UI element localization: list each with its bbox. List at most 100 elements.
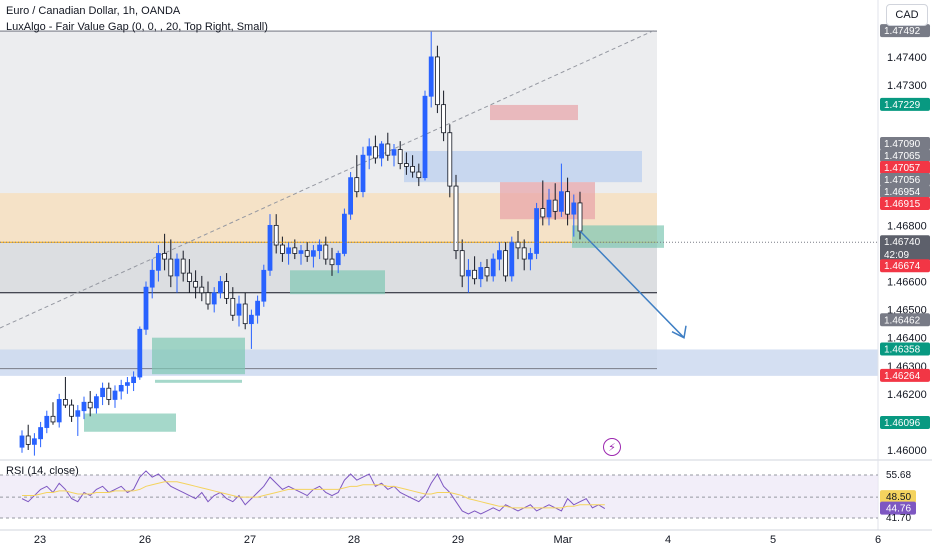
rsi-tag-label: 44.76 — [886, 504, 911, 515]
candle — [552, 183, 558, 220]
time-tick-label: Mar — [554, 534, 573, 546]
trend-line — [0, 29, 656, 329]
rsi-tag: 55.68 — [886, 470, 911, 481]
candle — [528, 247, 533, 271]
candle — [131, 371, 137, 392]
candle — [341, 208, 347, 257]
candle — [100, 382, 105, 406]
candle — [180, 250, 186, 282]
time-tick-label: 23 — [34, 534, 46, 546]
price-tag-label: 1.47056 — [884, 175, 921, 186]
price-tag: 1.46358 — [880, 342, 930, 356]
candle — [366, 138, 372, 170]
candle — [509, 236, 515, 282]
candle — [447, 124, 453, 198]
time-tick-label: 6 — [875, 534, 881, 546]
candle — [224, 273, 230, 304]
price-tag: 1.46096 — [880, 416, 930, 430]
fvg-bullish-box — [290, 270, 385, 295]
rsi-tag: 44.76 — [880, 501, 916, 515]
candle — [32, 433, 37, 456]
candle — [348, 172, 354, 220]
price-tag-label: 1.46358 — [884, 344, 921, 355]
candle — [242, 292, 248, 330]
candle — [75, 405, 81, 436]
time-tick-label: 28 — [348, 534, 360, 546]
lightning-icon[interactable]: ⚡ — [603, 438, 621, 456]
candle — [255, 295, 261, 324]
candle — [298, 245, 304, 265]
candle — [87, 391, 93, 417]
price-tag-countdown: 42:09 — [884, 250, 909, 261]
price-tag-label: 1.46462 — [884, 315, 921, 326]
candle — [56, 393, 62, 428]
price-tag-label: 1.46096 — [884, 418, 921, 429]
price-tag: 1.47056 — [880, 172, 930, 186]
price-tag: 1.47090 — [880, 136, 930, 150]
fvg-bullish-box — [155, 379, 242, 383]
candle — [143, 281, 149, 335]
candle — [391, 143, 397, 167]
candle — [25, 424, 31, 450]
price-tick-label: 1.46400 — [887, 333, 927, 345]
rsi-tag-label: 48.50 — [886, 492, 911, 503]
candle — [211, 287, 217, 313]
candle — [478, 261, 484, 288]
candle — [286, 242, 292, 265]
price-tick-label: 1.46800 — [887, 220, 927, 232]
price-tag: 1.46915 — [880, 196, 930, 210]
fvg-bearish-box — [490, 104, 578, 121]
candle — [540, 180, 546, 226]
price-tick-label: 1.47300 — [887, 80, 927, 92]
candle — [267, 214, 273, 276]
rsi-tag: 48.50 — [880, 490, 916, 504]
candle — [261, 264, 267, 307]
candle — [521, 239, 527, 271]
demand-zone — [0, 349, 878, 376]
price-tag: 1.46674 — [880, 259, 930, 273]
candle — [385, 132, 391, 161]
candle — [490, 253, 496, 282]
candle — [273, 214, 279, 254]
rsi-tag: 41.70 — [886, 513, 911, 524]
candle — [571, 194, 577, 237]
candle — [317, 239, 323, 260]
time-tick-label: 27 — [244, 534, 256, 546]
price-tag-label: 1.47492 — [884, 26, 921, 37]
candle — [428, 31, 434, 108]
candle — [329, 247, 335, 276]
time-tick-label: 5 — [770, 534, 776, 546]
candle — [559, 163, 564, 217]
candle — [434, 45, 440, 114]
candle — [310, 245, 316, 268]
candle — [472, 256, 478, 285]
candle — [416, 163, 422, 187]
candle — [372, 135, 378, 164]
candle — [379, 141, 385, 167]
candle — [112, 385, 118, 408]
price-tick-label: 1.46600 — [887, 277, 927, 289]
candle — [94, 393, 99, 414]
candle — [304, 242, 310, 262]
candle — [410, 155, 416, 178]
price-tag: 1.46462 — [880, 313, 930, 327]
price-tag: 1.46954 — [880, 184, 930, 198]
rsi-label: RSI (14, close) — [6, 465, 79, 477]
price-tag: 1.46264 — [880, 368, 930, 382]
candle — [162, 233, 168, 271]
candle — [534, 202, 539, 260]
time-tick-label: 4 — [665, 534, 671, 546]
price-tag: 1.47229 — [880, 97, 930, 111]
candle — [106, 382, 112, 406]
candle — [69, 399, 74, 422]
candle — [205, 281, 211, 310]
price-tag-label: 1.47065 — [884, 151, 921, 162]
candle — [496, 242, 502, 271]
candle — [335, 250, 341, 274]
candle — [63, 377, 68, 408]
candle — [565, 177, 570, 226]
candle — [503, 242, 509, 282]
price-tag: 1.47057 — [880, 160, 930, 174]
currency-button[interactable]: CAD — [886, 4, 928, 26]
